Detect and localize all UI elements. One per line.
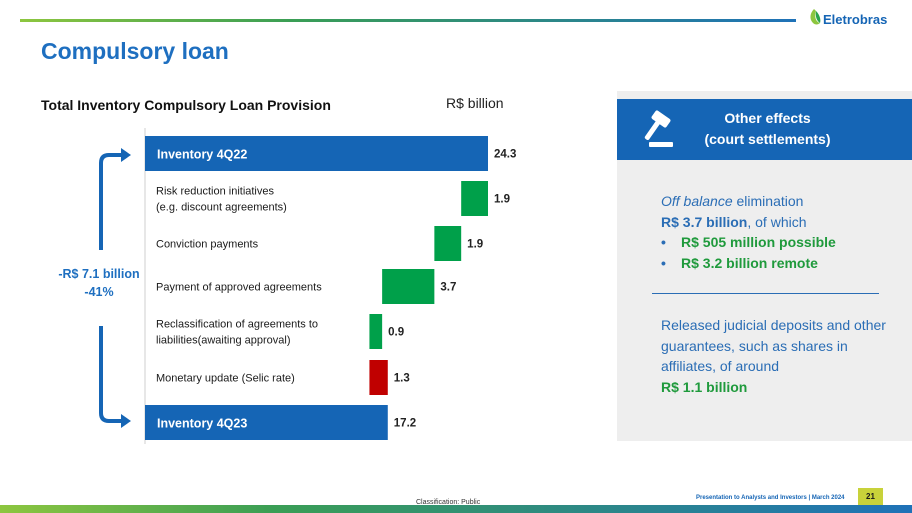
- page-number: 21: [858, 488, 883, 505]
- waterfall-chart: 24.3 Inventory 4Q22 1.9 Risk reduction init…: [99, 128, 516, 444]
- off-balance-text: Off balance elimination R$ 3.7 billion, …: [661, 191, 901, 233]
- top-accent-bar: [20, 19, 796, 22]
- footer-bar: [0, 505, 912, 513]
- bar-5: [369, 360, 388, 395]
- gavel-icon: [644, 110, 673, 147]
- bullet-remote: • R$ 3.2 billion remote: [661, 255, 818, 271]
- total-change-amount: -R$ 7.1 billion: [58, 267, 140, 281]
- bar-3: [382, 269, 435, 304]
- other-effects-header: [617, 99, 912, 160]
- value-label-3: 3.7: [440, 282, 456, 294]
- value-label-0: 24.3: [494, 149, 516, 161]
- value-label-4: 0.9: [388, 327, 404, 339]
- category-label-1-0: Risk reduction initiatives: [156, 186, 274, 198]
- category-label-4-0: Reclassification of agreements to: [156, 319, 318, 331]
- bracket-arrowhead-top: [121, 148, 131, 162]
- value-label-2: 1.9: [467, 239, 483, 251]
- judicial-deposits-amount: R$ 1.1 billion: [661, 378, 748, 395]
- value-label-1: 1.9: [494, 194, 510, 206]
- chart-heading: Total Inventory Compulsory Loan Provisio…: [41, 97, 331, 113]
- category-label-1-1: (e.g. discount agreements): [156, 202, 287, 214]
- judicial-deposits-text: Released judicial deposits and other gua…: [661, 315, 891, 397]
- category-label-3-0: Payment of approved agreements: [156, 282, 322, 294]
- classification-label: Classification: Public: [416, 499, 481, 506]
- off-balance-amount: R$ 3.7 billion: [661, 214, 748, 230]
- bracket-arrow-up: [99, 153, 125, 250]
- bar-1: [461, 181, 488, 216]
- other-effects-title: Other effects (court settlements): [675, 108, 860, 150]
- value-label-6: 17.2: [394, 418, 416, 430]
- off-balance-rest: elimination: [732, 193, 804, 209]
- bar-2: [434, 226, 462, 261]
- bullet-remote-text: R$ 3.2 billion remote: [681, 255, 818, 271]
- category-label-4-1: liabilities(awaiting approval): [156, 335, 291, 347]
- category-label-2-0: Conviction payments: [156, 239, 259, 251]
- bullet-possible-text: R$ 505 million possible: [681, 234, 836, 250]
- bullet-possible: • R$ 505 million possible: [661, 234, 836, 250]
- total-change-percent: -41%: [84, 285, 114, 299]
- panel-title-line1: Other effects: [724, 110, 811, 126]
- bracket-arrow-down: [99, 326, 125, 423]
- eletrobras-logo: [810, 9, 821, 25]
- off-balance-tail: , of which: [747, 214, 807, 230]
- judicial-deposits-body: Released judicial deposits and other gua…: [661, 317, 886, 374]
- page-title: Compulsory loan: [41, 38, 229, 64]
- category-label-6: Inventory 4Q23: [157, 417, 247, 431]
- value-label-5: 1.3: [394, 373, 410, 385]
- off-balance-italic: Off balance: [661, 193, 733, 209]
- panel-divider: [652, 293, 879, 294]
- bar-4: [369, 314, 383, 349]
- logo-text: Eletrobras: [823, 12, 888, 27]
- category-label-5-0: Monetary update (Selic rate): [156, 373, 295, 385]
- presentation-label: Presentation to Analysts and Investors |…: [696, 495, 845, 501]
- bar-6: [145, 405, 388, 440]
- unit-label: R$ billion: [446, 95, 504, 111]
- bracket-arrowhead-bottom: [121, 414, 131, 428]
- total-change-label: -R$ 7.1 billion -41%: [36, 265, 162, 301]
- category-label-0: Inventory 4Q22: [157, 148, 247, 162]
- bar-0: [145, 136, 488, 171]
- panel-title-line2: (court settlements): [704, 131, 831, 147]
